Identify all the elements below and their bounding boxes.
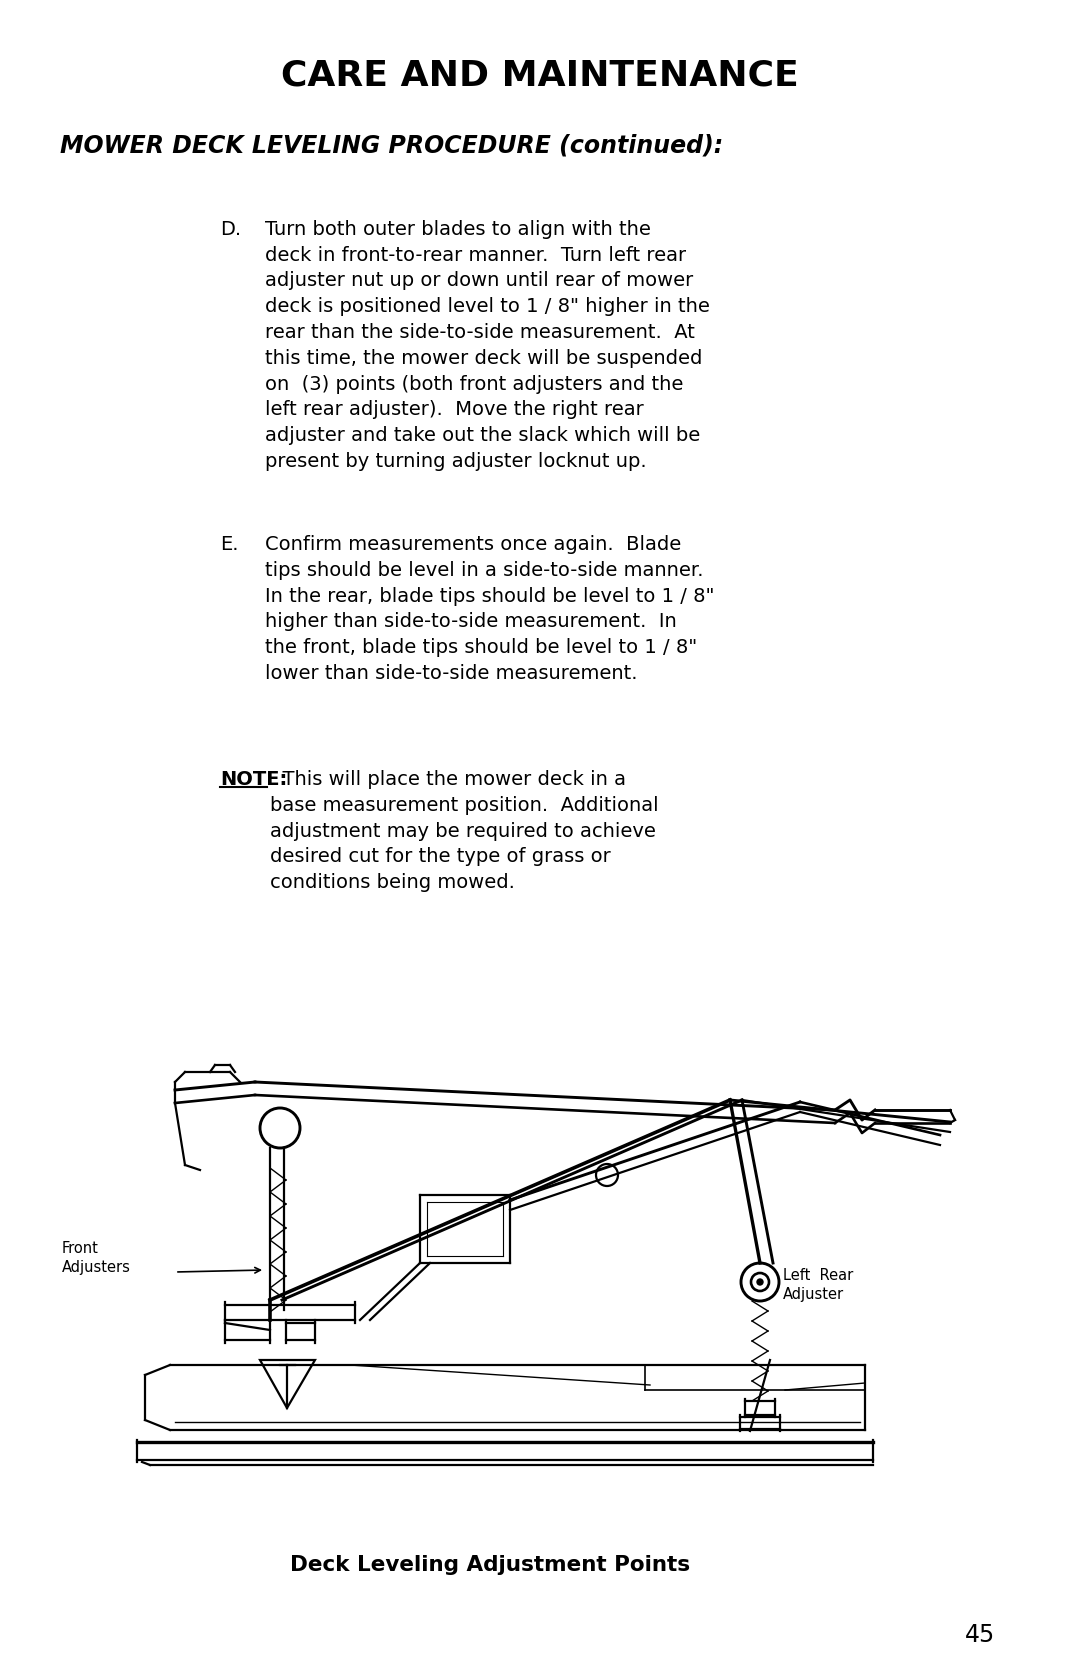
Text: This will place the mower deck in a
base measurement position.  Additional
adjus: This will place the mower deck in a base… (270, 769, 659, 891)
Text: Deck Leveling Adjustment Points: Deck Leveling Adjustment Points (289, 1556, 690, 1576)
Text: NOTE:: NOTE: (220, 769, 287, 789)
Text: MOWER DECK LEVELING PROCEDURE (continued):: MOWER DECK LEVELING PROCEDURE (continued… (60, 134, 724, 157)
Text: 45: 45 (964, 1622, 995, 1647)
Text: Turn both outer blades to align with the
deck in front-to-rear manner.  Turn lef: Turn both outer blades to align with the… (265, 220, 710, 471)
Text: Left  Rear
Adjuster: Left Rear Adjuster (783, 1267, 853, 1302)
Text: CARE AND MAINTENANCE: CARE AND MAINTENANCE (281, 58, 799, 92)
Text: Front
Adjusters: Front Adjusters (62, 1240, 131, 1275)
Text: Confirm measurements once again.  Blade
tips should be level in a side-to-side m: Confirm measurements once again. Blade t… (265, 536, 715, 683)
Circle shape (757, 1278, 762, 1285)
Text: E.: E. (220, 536, 239, 554)
Text: D.: D. (220, 220, 241, 239)
